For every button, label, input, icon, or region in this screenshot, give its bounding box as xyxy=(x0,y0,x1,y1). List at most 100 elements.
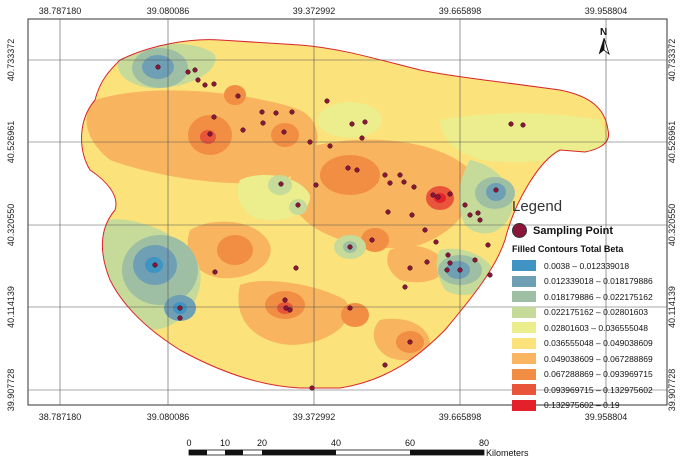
sampling-point xyxy=(324,98,330,104)
sampling-point xyxy=(295,202,301,208)
sampling-point xyxy=(327,143,333,149)
tick-label: 40.114139 xyxy=(6,286,16,328)
legend-swatch xyxy=(512,337,536,349)
scale-label: 80 xyxy=(479,438,489,448)
legend-swatch xyxy=(512,384,536,396)
legend-sampling-point: Sampling Point xyxy=(512,223,672,238)
scale-label: 60 xyxy=(405,438,415,448)
tick-label: 39.665898 xyxy=(439,412,482,422)
sampling-point xyxy=(472,257,478,263)
sampling-point xyxy=(354,167,360,173)
sampling-point xyxy=(192,67,198,73)
sampling-point xyxy=(313,182,319,188)
contour-zone-dark-orange xyxy=(320,155,380,195)
legend-point-label: Sampling Point xyxy=(533,224,614,237)
sampling-point xyxy=(382,172,388,178)
sampling-point xyxy=(369,237,375,243)
contour-zone-dark-orange xyxy=(271,123,299,147)
sampling-point xyxy=(235,93,241,99)
sampling-point xyxy=(345,165,351,171)
legend-class-row: 0.022175162 – 0.02801603 xyxy=(512,305,672,321)
sampling-point xyxy=(447,260,453,266)
scale-unit: Kilometers xyxy=(486,448,529,458)
tick-label: 38.787180 xyxy=(39,6,82,16)
legend-class-label: 0.132975602 – 0.19 xyxy=(544,400,620,411)
north-arrow-label: N xyxy=(600,27,607,38)
legend-contours-title: Filled Contours Total Beta xyxy=(512,244,624,254)
sampling-point xyxy=(485,242,491,248)
scale-label: 40 xyxy=(331,438,341,448)
sampling-point xyxy=(467,212,473,218)
contour-surface xyxy=(81,39,609,388)
contour-zone-dark-orange xyxy=(217,235,253,265)
sampling-point xyxy=(260,120,266,126)
sampling-point xyxy=(444,267,450,273)
sampling-point xyxy=(520,122,526,128)
legend-swatch xyxy=(512,399,536,411)
sampling-point xyxy=(435,194,441,200)
sampling-point xyxy=(212,269,218,275)
sampling-point xyxy=(177,315,183,321)
sampling-point xyxy=(430,192,436,198)
sampling-points xyxy=(152,64,526,391)
sampling-point xyxy=(493,187,499,193)
contour-zone-light xyxy=(318,102,382,138)
sampling-point xyxy=(411,184,417,190)
sampling-point xyxy=(195,77,201,83)
sampling-point xyxy=(407,339,413,345)
legend-class-label: 0.093969715 – 0.132975602 xyxy=(544,384,653,395)
legend-class-row: 0.049038609 – 0.067288869 xyxy=(512,351,672,367)
sampling-point xyxy=(402,284,408,290)
legend-class-label: 0.067288869 – 0.093969715 xyxy=(544,369,653,380)
legend-class-row: 0.018179886 – 0.022175162 xyxy=(512,289,672,305)
sampling-point xyxy=(433,239,439,245)
legend-class-row: 0.067288869 – 0.093969715 xyxy=(512,367,672,383)
scale-label: 0 xyxy=(186,438,191,448)
tick-label: 40.320550 xyxy=(667,204,677,247)
legend-class-row: 0.0038 – 0.012339018 xyxy=(512,258,672,274)
tick-label: 40.733372 xyxy=(667,39,677,82)
legend-class-label: 0.049038609 – 0.067288869 xyxy=(544,353,653,364)
tick-label: 39.907728 xyxy=(667,369,677,412)
sampling-point xyxy=(152,262,158,268)
tick-label: 40.114139 xyxy=(667,286,677,328)
contour-zone-dark-orange xyxy=(224,85,246,105)
legend-class-row: 0.132975602 – 0.19 xyxy=(512,398,672,414)
contour-zone-light xyxy=(440,113,609,162)
sampling-point xyxy=(211,114,217,120)
legend-swatch xyxy=(512,306,536,318)
sampling-point xyxy=(477,217,483,223)
sampling-point xyxy=(457,267,463,273)
sampling-point xyxy=(362,119,368,125)
sampling-point xyxy=(278,181,284,187)
sampling-point xyxy=(207,131,213,137)
sampling-point xyxy=(349,121,355,127)
sampling-point xyxy=(445,252,451,258)
legend-class-label: 0.018179886 – 0.022175162 xyxy=(544,291,653,302)
sampling-point xyxy=(347,305,353,311)
sampling-point xyxy=(407,265,413,271)
scale-label: 20 xyxy=(257,438,267,448)
contour-zone-dark-orange xyxy=(361,228,389,252)
sampling-point xyxy=(202,82,208,88)
sampling-point xyxy=(307,139,313,145)
tick-label: 40.733372 xyxy=(6,39,16,82)
sampling-point xyxy=(424,259,430,265)
sampling-point xyxy=(259,109,265,115)
sampling-point xyxy=(508,121,514,127)
sampling-point xyxy=(281,129,287,135)
sampling-point xyxy=(177,305,183,311)
sampling-point xyxy=(382,362,388,368)
sampling-point xyxy=(401,179,407,185)
sampling-point xyxy=(387,180,393,186)
legend: Legend Sampling Point Filled Contours To… xyxy=(512,198,672,413)
legend-swatch xyxy=(512,291,536,303)
legend-class-label: 0.022175162 – 0.02801603 xyxy=(544,307,648,318)
sampling-point xyxy=(273,110,279,116)
sampling-point xyxy=(185,69,191,75)
sampling-point xyxy=(422,227,428,233)
sampling-point xyxy=(287,307,293,313)
grid-lines xyxy=(28,19,667,405)
sampling-point xyxy=(475,210,481,216)
